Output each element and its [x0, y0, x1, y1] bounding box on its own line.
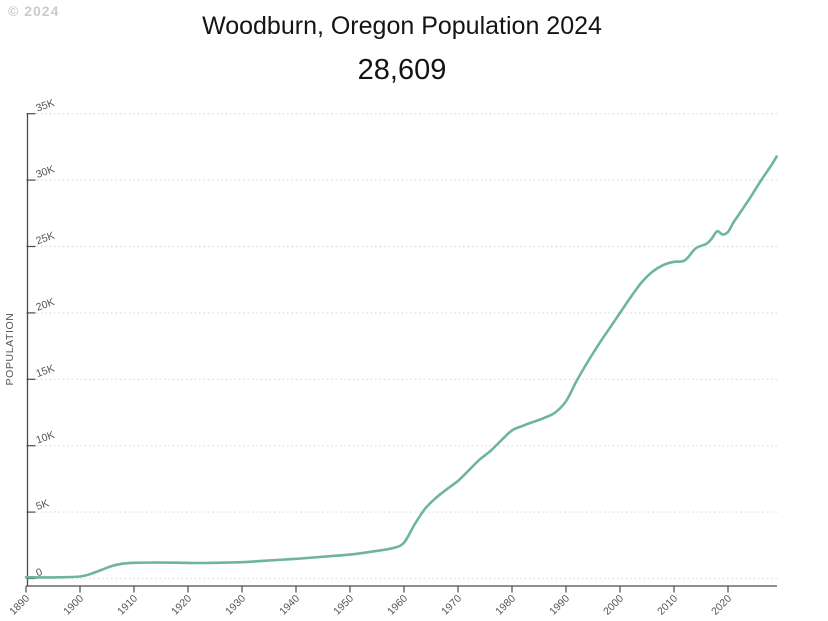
x-tick-label-1950: 1950 [331, 593, 356, 618]
x-tick-label-2000: 2000 [601, 593, 626, 618]
x-tick-label-1990: 1990 [547, 593, 572, 618]
x-tick-label-1970: 1970 [439, 593, 464, 618]
population-series-line [24, 155, 778, 579]
y-tick-label-0: 0 [34, 566, 44, 579]
x-tick-label-1900: 1900 [61, 593, 86, 618]
y-tick-label-35K: 35K [34, 97, 56, 115]
current-population-value: 28,609 [357, 54, 447, 86]
x-tick-label-1980: 1980 [493, 593, 518, 618]
y-tick-label-25K: 25K [34, 230, 56, 248]
y-axis-title: POPULATION [4, 313, 16, 386]
x-tick-label-2020: 2020 [709, 593, 734, 618]
x-tick-label-1920: 1920 [169, 593, 194, 618]
x-tick-label-1890: 1890 [7, 593, 32, 618]
x-tick-label-2010: 2010 [655, 593, 680, 618]
y-tick-label-10K: 10K [34, 429, 56, 447]
y-tick-label-5K: 5K [34, 497, 50, 513]
x-tick-label-1960: 1960 [385, 593, 410, 618]
chart-title: Woodburn, Oregon Population 2024 [202, 12, 602, 40]
copyright-watermark: © 2024 [8, 3, 60, 19]
y-tick-label-15K: 15K [34, 362, 56, 380]
x-tick-label-1930: 1930 [223, 593, 248, 618]
y-tick-label-30K: 30K [34, 163, 56, 181]
x-tick-label-1910: 1910 [115, 593, 140, 618]
y-tick-label-20K: 20K [34, 296, 56, 314]
x-tick-label-1940: 1940 [277, 593, 302, 618]
